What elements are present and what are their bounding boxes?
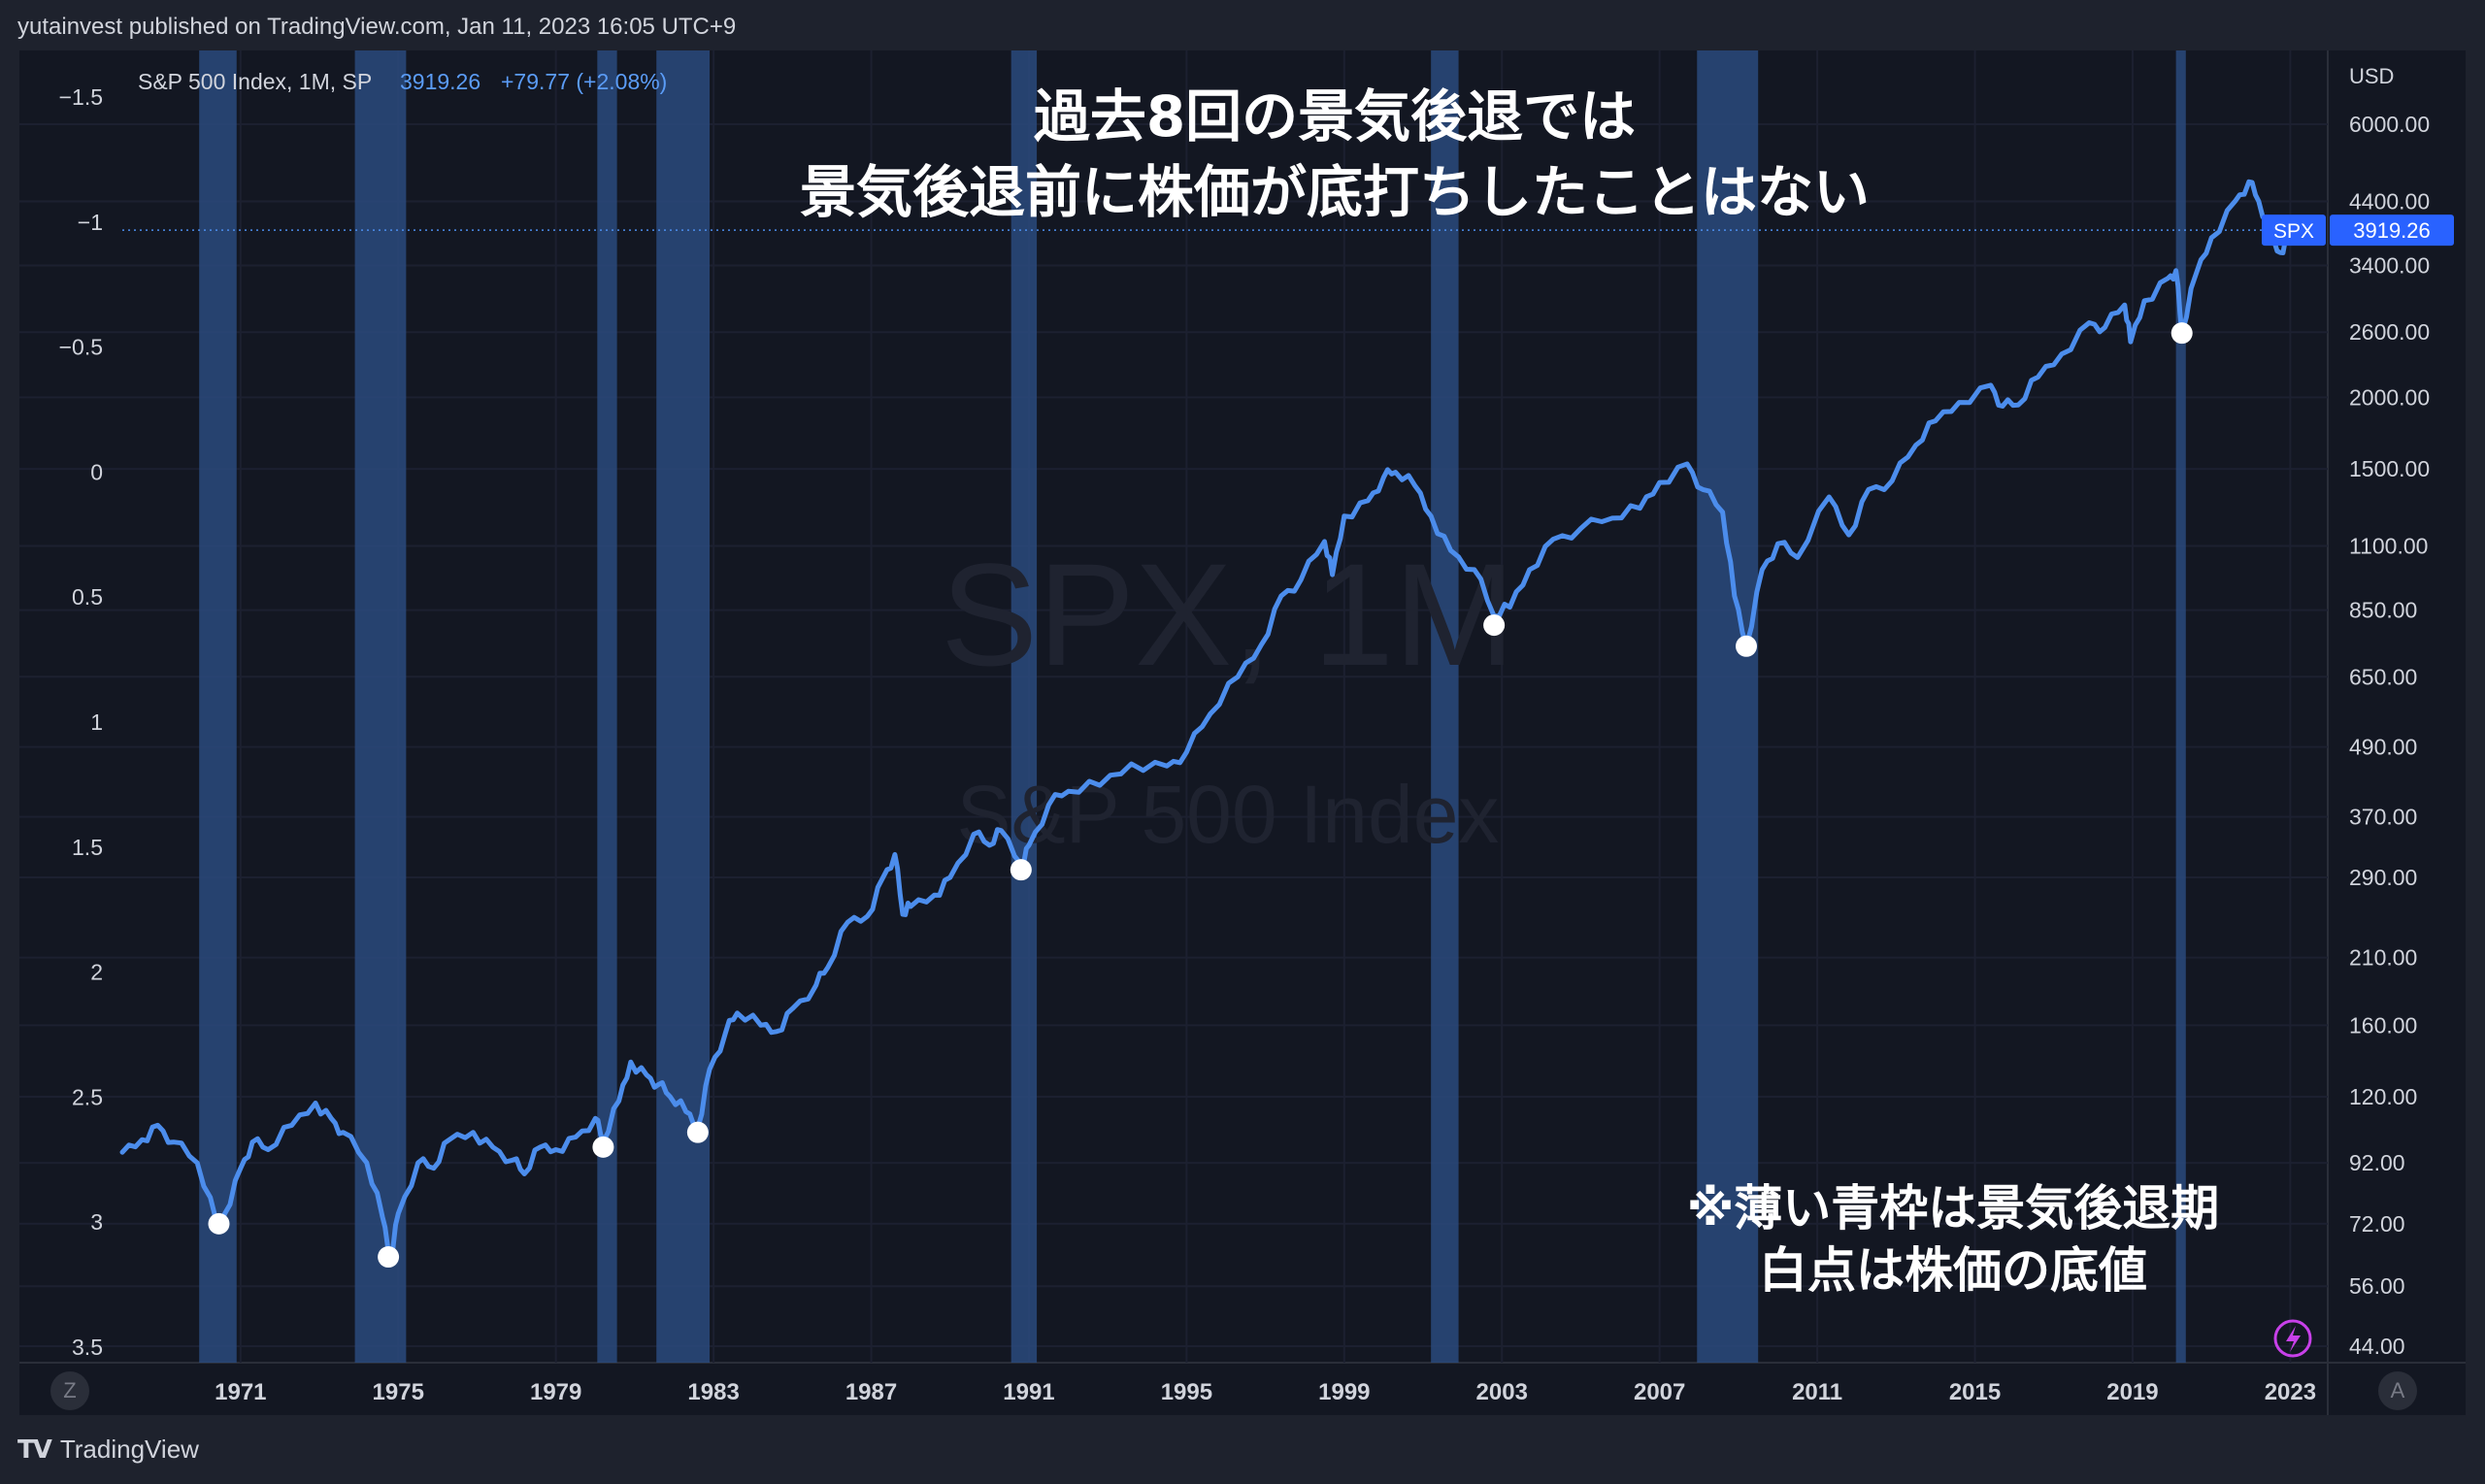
y-tick-label-2: 3400.00 [2349,252,2430,278]
recession-band-3 [656,50,711,1363]
legend-symbol: S&P 500 Index, 1M, SP [138,69,372,94]
x-tick-label-6: 1995 [1161,1379,1212,1405]
x-tick-label-3: 1983 [687,1379,739,1405]
x-tick-label-12: 2019 [2106,1379,2158,1405]
left-tick-label-2: −0.5 [59,335,103,360]
tradingview-brand-label: TradingView [59,1435,199,1464]
legend-price: 3919.26 [400,69,480,94]
auto-scale-button[interactable]: A [2378,1371,2417,1410]
y-tick-label-7: 850.00 [2349,598,2417,623]
left-tick-label-6: 1.5 [72,835,103,860]
x-tick-label-10: 2011 [1792,1379,1842,1405]
recession-band-7 [2175,50,2186,1363]
price-line [119,179,2295,1260]
y-tick-label-17: 56.00 [2349,1273,2405,1299]
bottom-marker-3 [686,1121,709,1143]
annotation-note-line2: 白点は株価の底値 [1759,1242,2147,1299]
left-tick-label-5: 1 [90,709,103,735]
recession-bands [199,50,2186,1363]
x-tick-label-8: 2003 [1476,1379,1528,1405]
watermark-name: S&P 500 Index [957,769,1500,860]
recession-band-1 [354,50,407,1363]
x-tick-label-1: 1975 [373,1379,424,1405]
bottom-marker-6 [1736,635,1758,657]
left-tick-label-7: 2 [90,960,103,985]
lightning-icon[interactable] [2273,1319,2312,1358]
recession-band-6 [1697,50,1759,1363]
current-price-tag: SPX 3919.26 [2262,214,2454,247]
left-tick-label-1: −1 [78,210,103,235]
x-tick-label-4: 1987 [845,1379,897,1405]
y-tick-label-14: 120.00 [2349,1084,2417,1109]
x-axis-ticks: 1971 1975 1979 1983 1987 1991 1995 1999 2003 2007… [215,1379,2316,1405]
annotation-title-line1: 過去8回の景気後退では [1034,83,1636,149]
bottom-marker-1 [378,1246,400,1269]
left-tick-label-8: 2.5 [72,1084,103,1109]
price-tag-ticker-bg [2262,214,2326,247]
y-axis-ticks: 6000.00 4400.00 3400.00 2600.00 2000.00 1500.… [2349,112,2430,1359]
price-tag-ticker: SPX [2273,220,2314,243]
tradingview-brand[interactable]: TV TradingView [17,1435,199,1465]
y-tick-label-9: 490.00 [2349,735,2417,760]
x-tick-label-0: 1971 [215,1379,266,1405]
plot-background [19,50,2466,1415]
price-tag-value-bg [2330,214,2454,247]
bottom-marker-2 [592,1136,614,1158]
y-tick-label-10: 370.00 [2349,805,2417,830]
bottom-marker-4 [1010,859,1032,881]
annotation-title-line2: 景気後退前に株価が底打ちしたことはない [800,159,1870,225]
y-tick-label-16: 72.00 [2349,1211,2405,1237]
bottom-markers [208,322,2193,1269]
tradingview-logo-icon: TV [17,1435,52,1465]
y-tick-label-15: 92.00 [2349,1150,2405,1175]
y-tick-label-18: 44.00 [2349,1334,2405,1359]
publisher-caption: yutainvest published on TradingView.com,… [17,14,737,40]
left-tick-label-10: 3.5 [72,1335,103,1360]
x-tick-label-9: 2007 [1634,1379,1685,1405]
left-tick-label-3: 0 [90,459,103,484]
y-tick-label-3: 2600.00 [2349,319,2430,345]
x-tick-label-5: 1991 [1003,1379,1054,1405]
left-tick-label-0: −1.5 [59,84,103,110]
recession-band-2 [597,50,617,1363]
y-tick-label-5: 1500.00 [2349,456,2430,481]
price-tag-value: 3919.26 [2353,218,2431,243]
left-tick-label-4: 0.5 [72,584,103,610]
y-tick-label-13: 160.00 [2349,1012,2417,1038]
recession-band-4 [1011,50,1038,1363]
x-tick-label-7: 1999 [1318,1379,1370,1405]
x-tick-label-2: 1979 [530,1379,581,1405]
y-tick-label-12: 210.00 [2349,945,2417,971]
x-tick-label-13: 2023 [2265,1379,2316,1405]
recession-band-0 [199,50,237,1363]
watermark-symbol: SPX, 1M [941,533,1515,696]
recession-band-5 [1431,50,1459,1363]
y-tick-label-1: 4400.00 [2349,188,2430,214]
bottom-marker-0 [208,1212,230,1235]
y-tick-label-6: 1100.00 [2349,534,2428,559]
currency-label: USD [2349,64,2394,88]
x-tick-label-11: 2015 [1949,1379,2001,1405]
y-tick-label-0: 6000.00 [2349,112,2430,137]
bottom-marker-5 [1483,614,1506,637]
left-axis-ticks: −1.5 −1 −0.5 0 0.5 1 1.5 2 2.5 3 3.5 [59,84,103,1360]
bottom-marker-7 [2170,322,2193,345]
annotation-note-line1: ※薄い青枠は景気後退期 [1687,1180,2220,1237]
legend-change: +79.77 (+2.08%) [501,69,667,94]
y-tick-label-11: 290.00 [2349,865,2417,890]
y-tick-label-8: 650.00 [2349,664,2417,689]
left-tick-label-9: 3 [90,1209,103,1235]
y-tick-label-4: 2000.00 [2349,384,2430,410]
reset-zoom-button[interactable]: Z [50,1371,89,1410]
